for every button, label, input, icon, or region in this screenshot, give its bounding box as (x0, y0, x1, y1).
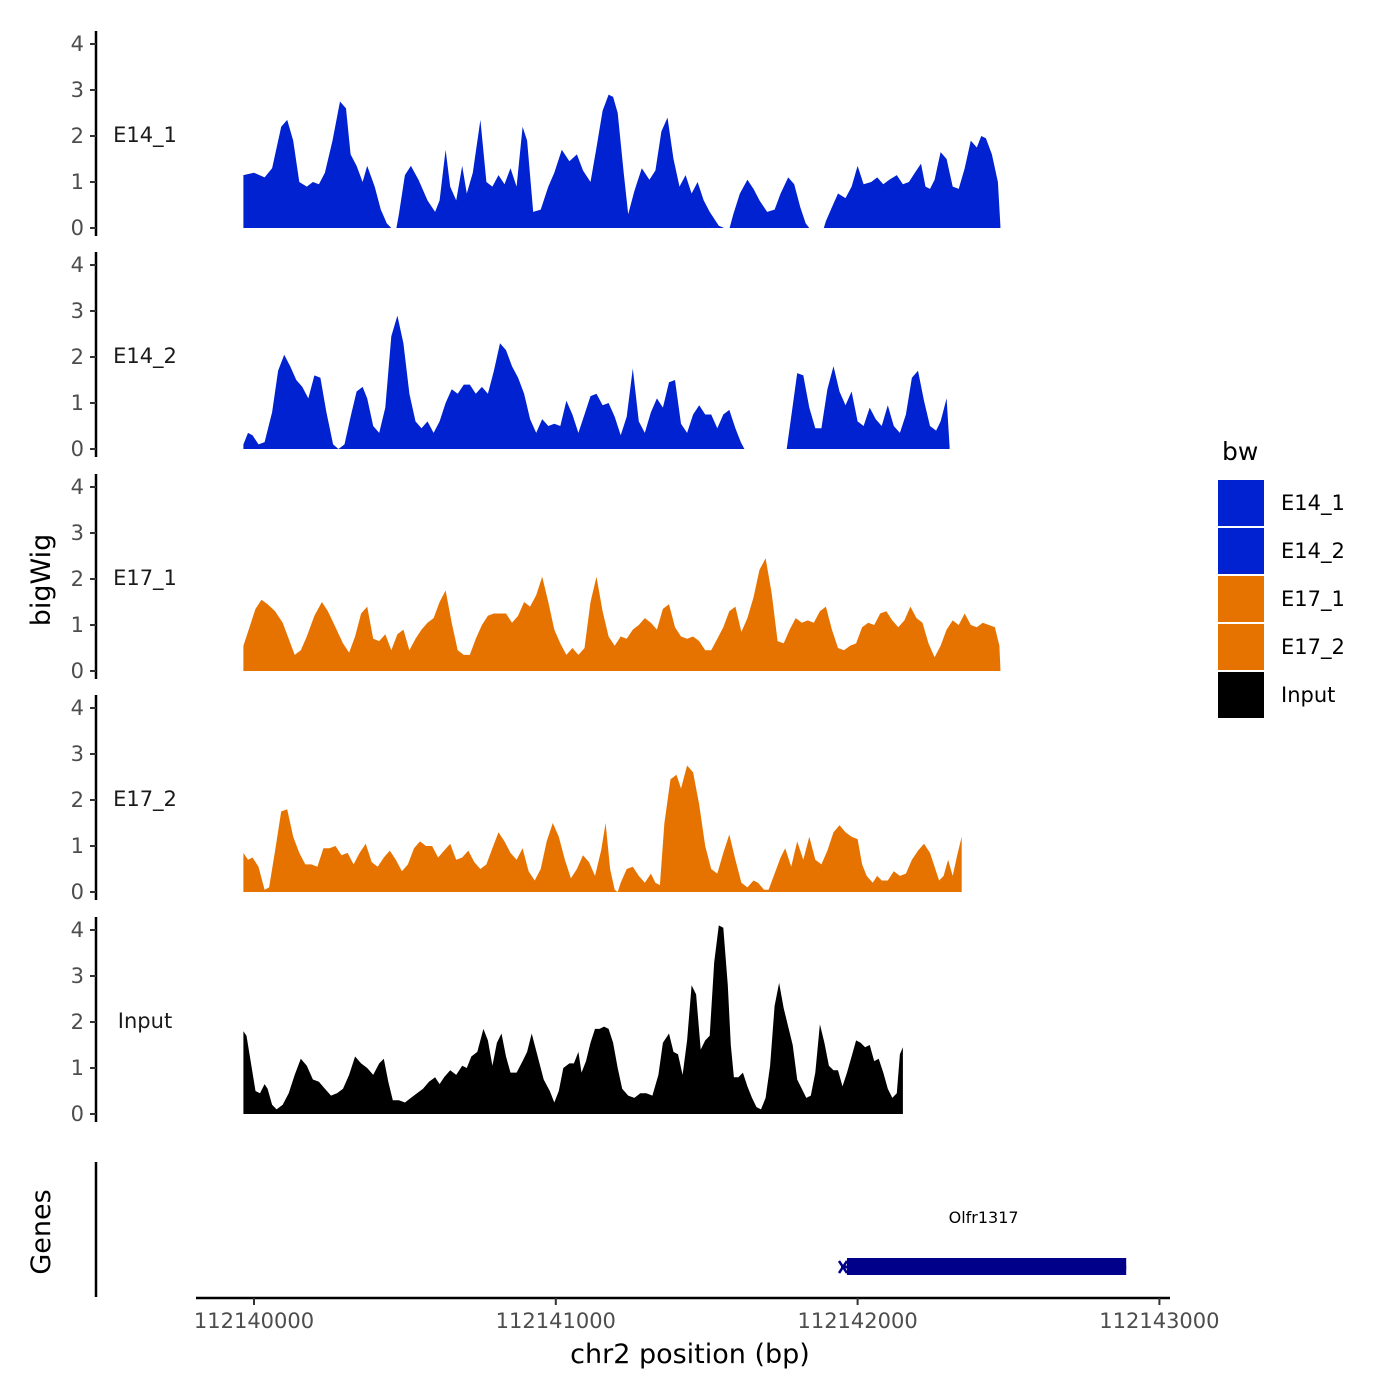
legend-label: Input (1281, 683, 1335, 707)
x-tick-label: 112141000 (496, 1309, 616, 1333)
y-tick-label: 2 (71, 345, 84, 369)
track-label: Input (118, 1009, 172, 1033)
coverage-area-e17-2 (243, 765, 962, 892)
legend-label: E14_2 (1281, 539, 1345, 564)
legend-swatch (1218, 672, 1264, 718)
track-label: E17_2 (113, 787, 177, 812)
legend-swatch (1218, 528, 1264, 574)
y-tick-label: 1 (71, 834, 84, 858)
track-e17-1: 0 1 2 3 4 E17_1 (71, 474, 1001, 683)
y-tick-label: 4 (71, 918, 84, 942)
x-tick-label: 112143000 (1099, 1309, 1219, 1333)
legend-swatch (1218, 624, 1264, 670)
y-tick-label: 3 (71, 964, 84, 988)
genes-track-title: Genes (26, 1189, 57, 1274)
x-tick-label: 112142000 (797, 1309, 917, 1333)
legend-label: E17_2 (1281, 635, 1345, 660)
track-e14-1: 0 1 2 3 4 E14_1 (71, 31, 1001, 240)
genes-track: Olfr1317 (94, 1162, 1127, 1297)
y-axis-title: bigWig (26, 534, 57, 627)
y-tick-label: 1 (71, 1056, 84, 1080)
legend-title: bw (1222, 437, 1258, 466)
y-tick-label: 2 (71, 1010, 84, 1034)
y-tick-label: 4 (71, 696, 84, 720)
y-tick-label: 4 (71, 253, 84, 277)
y-tick-label: 0 (71, 659, 84, 683)
track-e14-2: 0 1 2 3 4 E14_2 (71, 252, 950, 461)
y-tick-label: 0 (71, 880, 84, 904)
y-tick-label: 0 (71, 216, 84, 240)
coverage-area-e14-1 (243, 94, 1001, 228)
legend-swatch (1218, 480, 1264, 526)
x-tick-label: 112140000 (194, 1309, 314, 1333)
y-tick-label: 2 (71, 567, 84, 591)
y-tick-label: 1 (71, 391, 84, 415)
coverage-tracks: 0 1 2 3 4 E14_1 0 1 2 3 4 E14_2 0 1 2 3 4 E17_1 0 1 2 3 4 E17_2… (71, 31, 1001, 1126)
y-tick-label: 0 (71, 1102, 84, 1126)
coverage-area-e14-2 (243, 315, 950, 449)
track-e17-2: 0 1 2 3 4 E17_2 (71, 695, 962, 904)
y-tick-label: 1 (71, 170, 84, 194)
x-axis: 112140000 112141000 112142000 112143000 (194, 1296, 1220, 1333)
track-label: E14_2 (113, 344, 177, 369)
y-tick-label: 3 (71, 521, 84, 545)
y-tick-label: 2 (71, 124, 84, 148)
track-input: 0 1 2 3 4 Input (71, 917, 903, 1126)
y-tick-label: 0 (71, 437, 84, 461)
y-tick-label: 4 (71, 32, 84, 56)
x-axis-title: chr2 position (bp) (570, 1339, 810, 1370)
legend-label: E17_1 (1281, 587, 1345, 612)
coverage-area-input (243, 925, 903, 1114)
y-tick-label: 3 (71, 78, 84, 102)
y-tick-label: 4 (71, 475, 84, 499)
gene-body (847, 1258, 1127, 1275)
y-tick-label: 3 (71, 742, 84, 766)
gene-strand-marker (837, 1260, 849, 1274)
y-tick-label: 3 (71, 299, 84, 323)
coverage-area-e17-1 (243, 558, 1001, 671)
legend-label: E14_1 (1281, 491, 1345, 516)
y-tick-label: 1 (71, 613, 84, 637)
track-label: E14_1 (113, 123, 177, 148)
track-label: E17_1 (113, 566, 177, 591)
legend-swatch (1218, 576, 1264, 622)
y-tick-label: 2 (71, 788, 84, 812)
legend: bw E14_1 E14_2 E17_1 E17_2 Input (1218, 437, 1345, 718)
gene-label: Olfr1317 (949, 1208, 1019, 1227)
